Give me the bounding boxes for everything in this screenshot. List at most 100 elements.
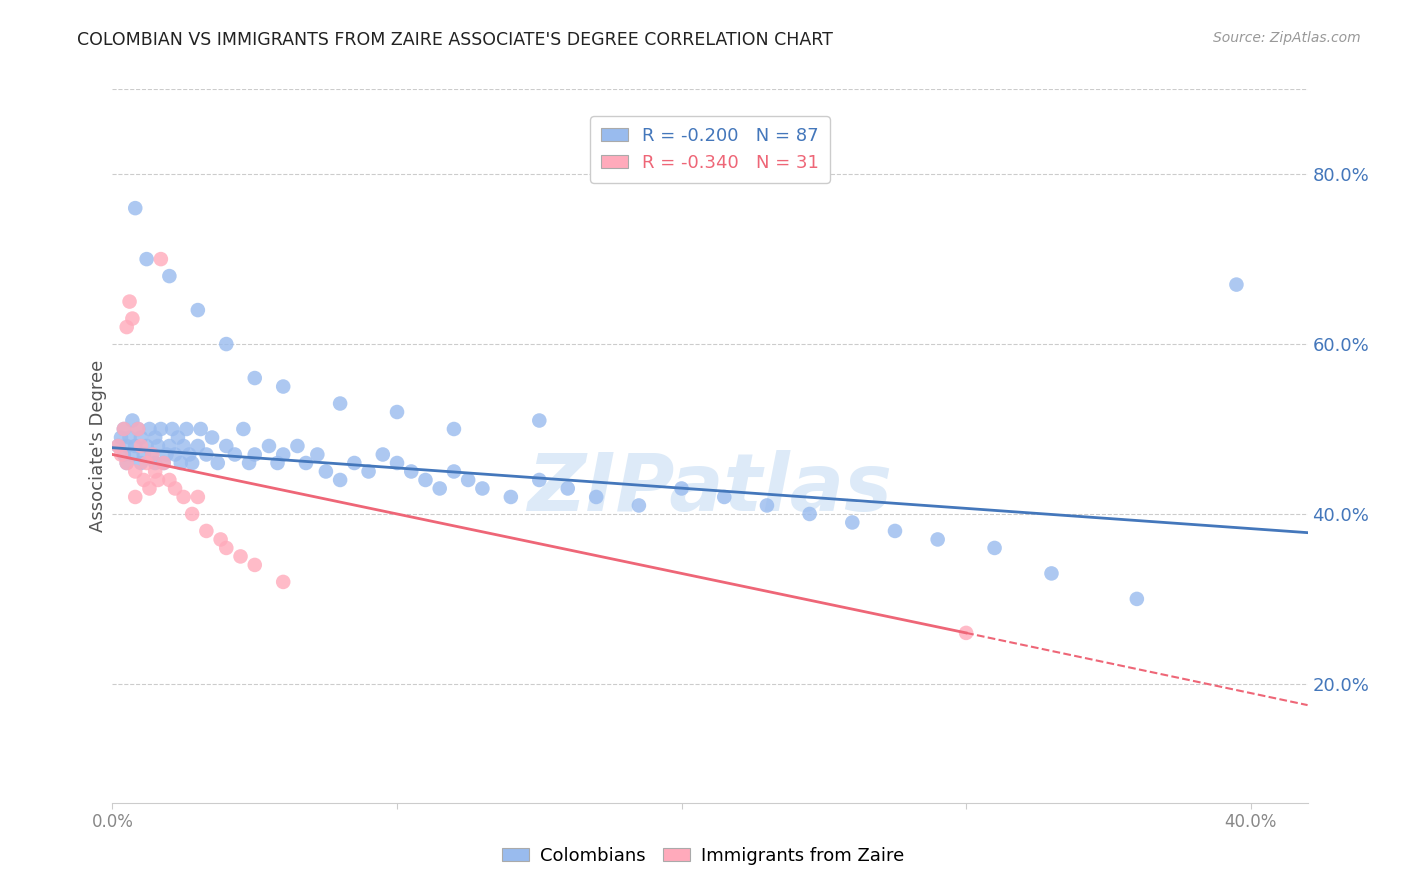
Point xyxy=(271,379,294,393)
Point xyxy=(124,465,146,479)
Point xyxy=(157,473,180,487)
Point xyxy=(143,456,166,470)
Point xyxy=(112,422,135,436)
Point xyxy=(229,549,252,564)
Point xyxy=(115,320,138,334)
Point xyxy=(243,448,266,462)
Point xyxy=(1040,566,1063,581)
Point xyxy=(429,482,451,496)
Point xyxy=(529,473,551,487)
Point xyxy=(155,448,177,462)
Point xyxy=(401,465,423,479)
Point xyxy=(181,507,204,521)
Point xyxy=(329,473,352,487)
Point xyxy=(157,269,180,284)
Point xyxy=(1225,277,1247,292)
Point xyxy=(585,490,607,504)
Point xyxy=(132,448,155,462)
Point xyxy=(146,473,169,487)
Point xyxy=(112,422,135,436)
Point xyxy=(627,499,650,513)
Point xyxy=(112,448,135,462)
Point xyxy=(224,448,246,462)
Point xyxy=(157,439,180,453)
Legend: R = -0.200   N = 87, R = -0.340   N = 31: R = -0.200 N = 87, R = -0.340 N = 31 xyxy=(591,116,830,183)
Point xyxy=(124,439,146,453)
Point xyxy=(121,311,143,326)
Point xyxy=(179,448,201,462)
Point xyxy=(443,422,465,436)
Point xyxy=(287,439,309,453)
Point xyxy=(529,413,551,427)
Point xyxy=(165,448,187,462)
Point xyxy=(165,482,187,496)
Point xyxy=(983,541,1005,555)
Point xyxy=(195,524,218,538)
Point xyxy=(124,201,146,215)
Point xyxy=(143,465,166,479)
Point xyxy=(385,456,408,470)
Point xyxy=(143,430,166,444)
Point xyxy=(129,430,152,444)
Point xyxy=(195,448,218,462)
Point xyxy=(141,448,163,462)
Point xyxy=(138,482,160,496)
Point xyxy=(181,456,204,470)
Point xyxy=(135,252,157,266)
Point xyxy=(215,541,238,555)
Point xyxy=(132,473,155,487)
Point xyxy=(415,473,437,487)
Point xyxy=(471,482,494,496)
Point xyxy=(232,422,254,436)
Point xyxy=(329,396,352,410)
Y-axis label: Associate's Degree: Associate's Degree xyxy=(89,359,107,533)
Point xyxy=(173,439,195,453)
Point xyxy=(295,456,318,470)
Point xyxy=(1126,591,1149,606)
Point xyxy=(201,430,224,444)
Point xyxy=(170,456,193,470)
Point xyxy=(173,490,195,504)
Point xyxy=(190,422,212,436)
Point xyxy=(129,456,152,470)
Point xyxy=(207,456,229,470)
Point xyxy=(443,465,465,479)
Point xyxy=(124,490,146,504)
Point xyxy=(152,456,174,470)
Point xyxy=(557,482,579,496)
Point xyxy=(127,422,149,436)
Point xyxy=(457,473,479,487)
Point xyxy=(135,439,157,453)
Point xyxy=(841,516,863,530)
Point xyxy=(110,448,132,462)
Point xyxy=(118,294,141,309)
Point xyxy=(499,490,522,504)
Point xyxy=(385,405,408,419)
Point xyxy=(127,422,149,436)
Legend: Colombians, Immigrants from Zaire: Colombians, Immigrants from Zaire xyxy=(495,840,911,872)
Point xyxy=(107,439,129,453)
Point xyxy=(121,413,143,427)
Point xyxy=(343,456,366,470)
Point xyxy=(135,456,157,470)
Point xyxy=(266,456,288,470)
Point xyxy=(187,490,209,504)
Point xyxy=(187,439,209,453)
Point xyxy=(167,430,190,444)
Point xyxy=(238,456,260,470)
Point xyxy=(146,439,169,453)
Point xyxy=(115,456,138,470)
Point xyxy=(307,448,329,462)
Point xyxy=(927,533,949,547)
Point xyxy=(713,490,735,504)
Point xyxy=(115,456,138,470)
Point xyxy=(187,303,209,318)
Point xyxy=(884,524,907,538)
Point xyxy=(118,430,141,444)
Point xyxy=(138,422,160,436)
Point xyxy=(209,533,232,547)
Point xyxy=(115,439,138,453)
Point xyxy=(176,422,198,436)
Point xyxy=(357,465,380,479)
Point xyxy=(755,499,778,513)
